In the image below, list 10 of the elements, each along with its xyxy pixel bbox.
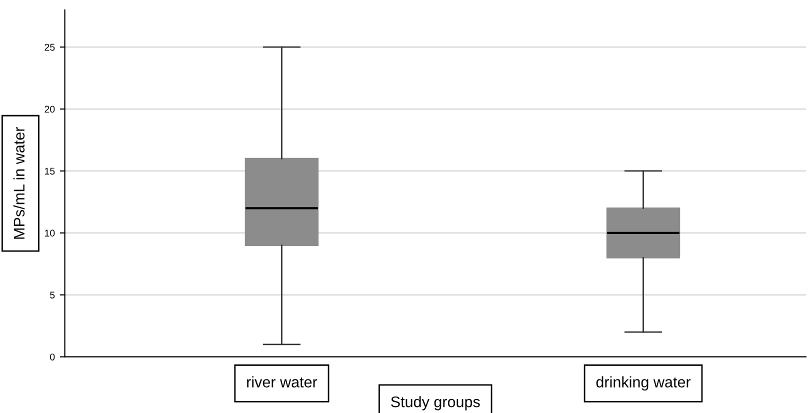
y-tick-label: 5	[50, 292, 55, 298]
x-axis-title: Study groups	[391, 396, 480, 410]
x-tick-label: river water	[247, 376, 318, 388]
y-tick-label: 10	[45, 230, 55, 237]
y-tick-label: 20	[44, 106, 55, 113]
y-tick-label: 0	[50, 354, 55, 360]
x-tick-label: drinking water	[596, 376, 691, 391]
y-axis-title: MPs/mL in water	[13, 127, 25, 239]
y-tick-label: 15	[45, 168, 55, 175]
y-tick-label: 25	[44, 44, 55, 51]
